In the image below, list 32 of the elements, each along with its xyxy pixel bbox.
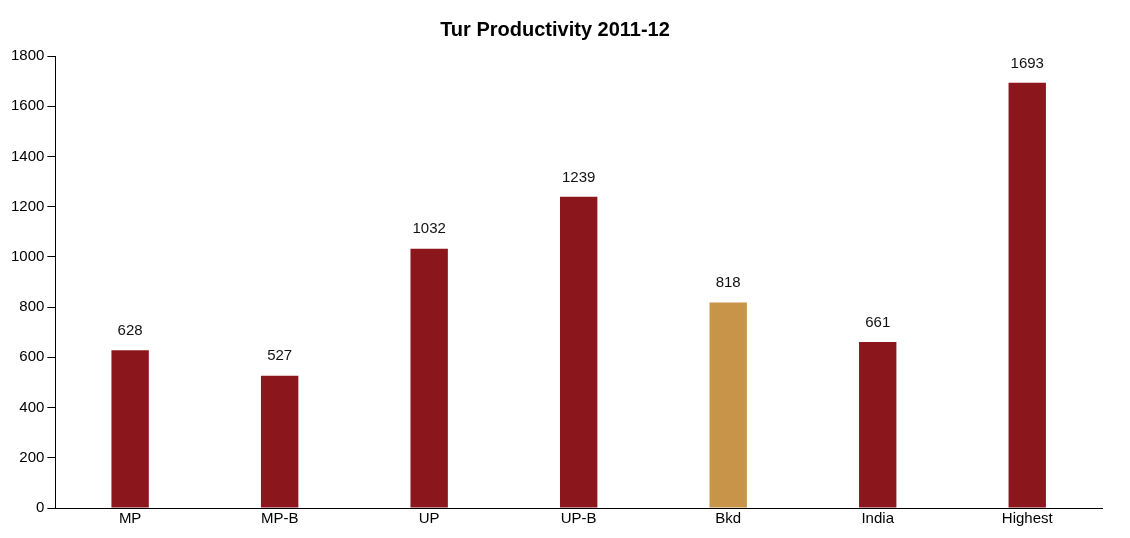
y-tick-label: 200 xyxy=(19,447,45,465)
y-tick-label: 1000 xyxy=(10,247,45,265)
bar xyxy=(859,342,897,508)
data-label: 628 xyxy=(117,320,143,338)
y-tick-label: 1600 xyxy=(10,96,45,114)
y-tick-label: 1400 xyxy=(10,146,45,164)
data-label: 661 xyxy=(865,312,891,330)
y-tick-label: 800 xyxy=(19,297,45,315)
data-label: 818 xyxy=(715,273,741,291)
x-tick-label: MP xyxy=(118,509,142,527)
x-tick-label: India xyxy=(861,509,895,527)
bar xyxy=(1008,82,1046,508)
bar xyxy=(709,302,747,508)
x-tick-label: Bkd xyxy=(715,509,742,527)
bar xyxy=(560,196,598,508)
data-label: 1239 xyxy=(562,167,596,185)
data-label: 1032 xyxy=(412,219,446,237)
x-tick-label: UP xyxy=(418,509,440,527)
y-tick-label: 0 xyxy=(36,498,45,516)
bar xyxy=(111,350,149,508)
data-label: 527 xyxy=(267,346,293,364)
x-tick-label: MP-B xyxy=(260,509,299,527)
bar xyxy=(260,375,299,508)
x-tick-label: Highest xyxy=(1001,509,1054,527)
y-tick-label: 600 xyxy=(19,347,45,365)
data-label: 1693 xyxy=(1010,53,1044,71)
y-tick-label: 400 xyxy=(19,397,45,415)
y-tick-label: 1200 xyxy=(10,196,45,214)
x-tick-label: UP-B xyxy=(560,509,597,527)
chart-title: Tur Productivity 2011-12 xyxy=(440,17,670,40)
bar xyxy=(410,248,448,508)
y-tick-label: 1800 xyxy=(10,46,45,64)
